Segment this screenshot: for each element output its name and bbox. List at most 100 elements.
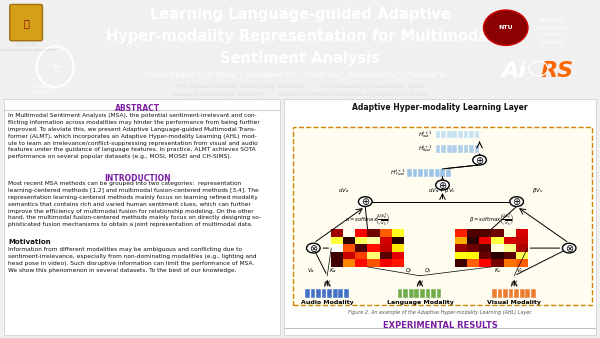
Bar <box>475 145 479 153</box>
Text: $\alpha V_a + \beta V_v$: $\alpha V_a + \beta V_v$ <box>428 186 457 195</box>
Text: INTRODUCTION: INTRODUCTION <box>104 174 172 183</box>
Bar <box>514 289 519 298</box>
Text: TECHNOLOGICAL: TECHNOLOGICAL <box>534 26 571 30</box>
Bar <box>509 289 514 298</box>
Text: $K_v$: $K_v$ <box>494 266 502 275</box>
Bar <box>431 289 436 298</box>
Text: 香: 香 <box>23 18 29 28</box>
Bar <box>441 131 446 139</box>
Bar <box>531 289 536 298</box>
Bar <box>503 289 508 298</box>
Bar <box>520 289 524 298</box>
Text: $Q_l$: $Q_l$ <box>406 266 413 275</box>
Text: Language Modality: Language Modality <box>386 300 454 305</box>
Bar <box>413 169 418 177</box>
Text: Motivation: Motivation <box>8 239 50 245</box>
Bar <box>497 289 502 298</box>
Circle shape <box>436 180 449 190</box>
Bar <box>526 289 530 298</box>
Text: ABSTRACT: ABSTRACT <box>115 104 161 113</box>
Bar <box>316 289 321 298</box>
Text: $H^{l+1}_{out}$: $H^{l+1}_{out}$ <box>418 129 433 140</box>
Circle shape <box>484 10 528 45</box>
Bar <box>322 289 326 298</box>
Bar <box>469 145 474 153</box>
Text: Figure 2. An example of the Adaptive Hyper-modality Learning (AHL) Layer.: Figure 2. An example of the Adaptive Hyp… <box>348 310 532 315</box>
Text: Audio Modality: Audio Modality <box>301 300 353 305</box>
FancyBboxPatch shape <box>10 4 43 41</box>
Text: $H^l_v$: $H^l_v$ <box>509 278 519 289</box>
Bar <box>344 289 349 298</box>
Text: $V_a$: $V_a$ <box>307 266 315 275</box>
Text: Visual Modality: Visual Modality <box>487 300 541 305</box>
Bar <box>458 145 463 153</box>
Bar <box>475 131 479 139</box>
Bar <box>403 289 408 298</box>
Bar <box>437 289 442 298</box>
Text: Most recent MSA methods can be grouped into two categories:  representation
lear: Most recent MSA methods can be grouped i… <box>8 181 261 227</box>
Bar <box>398 289 403 298</box>
Bar <box>425 289 430 298</box>
FancyBboxPatch shape <box>4 99 280 335</box>
Bar <box>446 169 451 177</box>
Bar <box>492 289 497 298</box>
Text: $H^{l+1}_{fuse}$: $H^{l+1}_{fuse}$ <box>418 144 433 154</box>
Text: ¹The Chinese University of Hong Kong, Shenzhen        ²China University of Geosc: ¹The Chinese University of Hong Kong, Sh… <box>175 84 425 89</box>
Bar <box>464 145 469 153</box>
Circle shape <box>473 155 487 165</box>
Text: NANYANG: NANYANG <box>539 18 565 23</box>
Bar <box>436 145 440 153</box>
Bar <box>420 289 425 298</box>
Text: $\oplus$: $\oplus$ <box>438 179 447 191</box>
Text: +: + <box>49 60 61 74</box>
Text: $\oplus$: $\oplus$ <box>475 154 484 166</box>
Bar <box>458 131 463 139</box>
Text: Information from different modalities may be ambiguous and conflicting due to
se: Information from different modalities ma… <box>8 247 257 273</box>
Text: $\otimes$: $\otimes$ <box>309 243 318 254</box>
Bar <box>311 289 316 298</box>
Text: $\oplus$: $\oplus$ <box>512 196 521 207</box>
Text: RS: RS <box>541 62 574 81</box>
Text: 中国地质大学: 中国地质大学 <box>32 86 58 92</box>
Bar <box>338 289 343 298</box>
Text: SINGAPORE: SINGAPORE <box>540 41 565 45</box>
Text: EXPERIMENTAL RESULTS: EXPERIMENTAL RESULTS <box>383 321 497 330</box>
Text: $\oplus$: $\oplus$ <box>361 196 370 207</box>
Text: Sentiment Analysis: Sentiment Analysis <box>220 51 380 66</box>
Text: $H'^{l+1}_{fuse}$: $H'^{l+1}_{fuse}$ <box>389 167 406 178</box>
FancyBboxPatch shape <box>284 99 596 335</box>
Text: Haoyu Zhang ¹², Yu Wang ², Guanghao Yin ², Kejun Liu ², Yuanyuan Liu ²³, Tianshu: Haoyu Zhang ¹², Yu Wang ², Guanghao Yin … <box>145 71 455 78</box>
Bar <box>333 289 338 298</box>
Bar <box>327 289 332 298</box>
Bar <box>440 169 445 177</box>
Bar <box>418 169 423 177</box>
Text: $K_a$: $K_a$ <box>329 266 337 275</box>
Bar <box>424 169 428 177</box>
Bar <box>452 145 457 153</box>
Text: UNIVERSITY: UNIVERSITY <box>540 33 565 37</box>
Circle shape <box>562 243 576 253</box>
Text: 香港中文大学（深圳）: 香港中文大学（深圳） <box>14 43 38 47</box>
Text: $H^l_a$: $H^l_a$ <box>323 278 332 289</box>
Circle shape <box>358 197 372 207</box>
Bar <box>441 145 446 153</box>
Bar <box>452 131 457 139</box>
Text: $\otimes$: $\otimes$ <box>565 243 574 254</box>
Bar <box>407 169 412 177</box>
FancyBboxPatch shape <box>293 127 592 305</box>
Bar <box>409 289 413 298</box>
Bar <box>305 289 310 298</box>
Bar <box>435 169 440 177</box>
Text: $\beta V_v$: $\beta V_v$ <box>532 186 544 195</box>
Text: Adaptive Hyper-modality Learning Layer: Adaptive Hyper-modality Learning Layer <box>352 103 528 112</box>
Circle shape <box>307 243 320 253</box>
Text: $H^l_l$: $H^l_l$ <box>416 278 424 289</box>
Bar <box>447 145 452 153</box>
Bar <box>436 131 440 139</box>
Bar <box>429 169 434 177</box>
Text: $\alpha V_a$: $\alpha V_a$ <box>338 186 349 195</box>
Text: $Q_l$: $Q_l$ <box>424 266 431 275</box>
Text: $\beta=softmax\!\left(\!\frac{Q_lK_v^T}{\sqrt{d_k}}\!\right)$: $\beta=softmax\!\left(\!\frac{Q_lK_v^T}{… <box>469 212 514 228</box>
Text: $V_v$: $V_v$ <box>515 266 524 275</box>
Text: The Chinese University of Hong Kong, Shenzhen: The Chinese University of Hong Kong, She… <box>0 48 57 52</box>
